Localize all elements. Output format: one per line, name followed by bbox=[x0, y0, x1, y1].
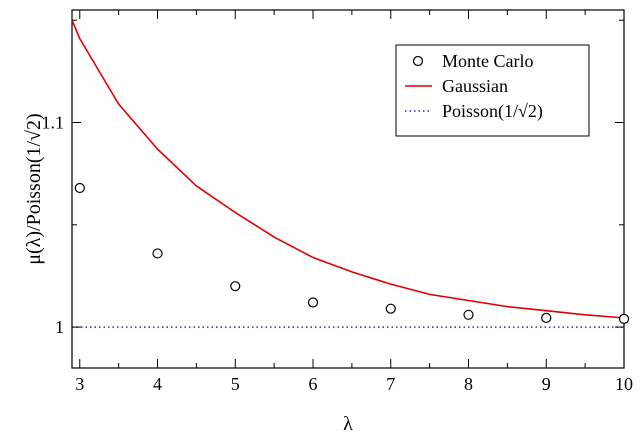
series-layer bbox=[71, 19, 630, 328]
plot-frame bbox=[71, 9, 625, 369]
legend-gaussian: Gaussian bbox=[442, 76, 508, 96]
y-tick-label: 1.1 bbox=[42, 113, 65, 133]
legend: Monte Carlo Gaussian Poisson(1/√2) bbox=[395, 44, 590, 137]
x-axis-title: λ bbox=[343, 413, 353, 435]
tick-layer: 3 4 5 6 7 8 9 10 1 1.1 bbox=[42, 10, 633, 394]
monte-carlo-point bbox=[385, 303, 396, 314]
legend-box bbox=[395, 44, 590, 137]
x-tick-label: 9 bbox=[542, 374, 551, 394]
y-axis-title: μ(λ)/Poisson(1/√2) bbox=[23, 113, 45, 264]
gaussian-line bbox=[71, 19, 625, 319]
x-tick-label: 10 bbox=[615, 374, 633, 394]
x-tick-label: 7 bbox=[386, 374, 395, 394]
x-tick-label: 4 bbox=[153, 374, 162, 394]
monte-carlo-point bbox=[74, 182, 85, 194]
monte-carlo-point bbox=[152, 248, 163, 259]
legend-monte-carlo: Monte Carlo bbox=[442, 51, 534, 71]
x-tick-label: 5 bbox=[231, 374, 240, 394]
monte-carlo-point bbox=[618, 313, 630, 325]
x-tick-label: 8 bbox=[464, 374, 473, 394]
monte-carlo-point bbox=[541, 312, 552, 323]
legend-poisson: Poisson(1/√2) bbox=[442, 101, 543, 122]
monte-carlo-point bbox=[230, 281, 241, 292]
monte-carlo-point bbox=[307, 297, 319, 308]
y-tick-label: 1 bbox=[55, 317, 64, 337]
legend-marker bbox=[412, 55, 424, 67]
monte-carlo-point bbox=[463, 309, 474, 320]
x-tick-label: 6 bbox=[309, 374, 318, 394]
x-tick-label: 3 bbox=[75, 374, 84, 394]
